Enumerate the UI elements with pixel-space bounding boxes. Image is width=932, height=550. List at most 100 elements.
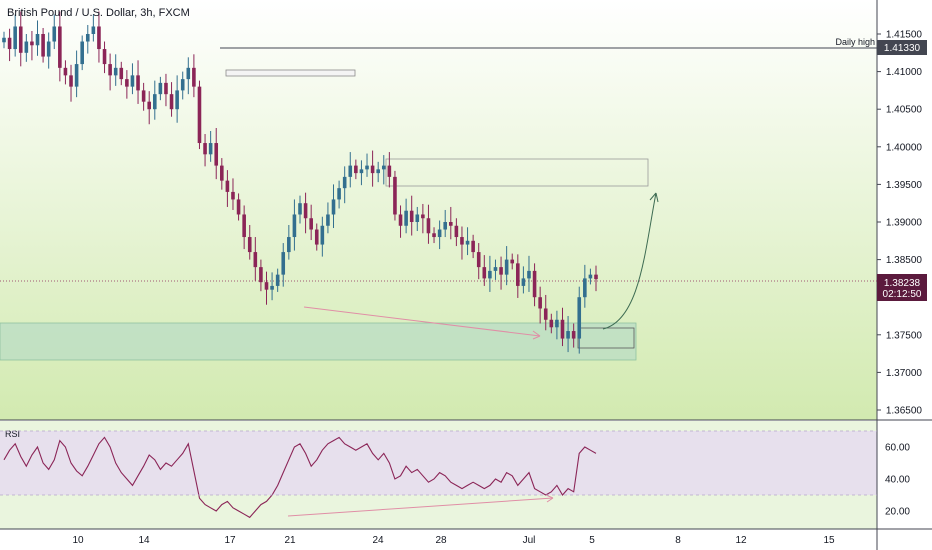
candle-body bbox=[281, 252, 286, 275]
candle-body bbox=[555, 319, 559, 328]
time-tick-label: 8 bbox=[675, 535, 681, 546]
rsi-label: RSI bbox=[5, 429, 20, 439]
candle-body bbox=[521, 278, 526, 286]
candle-body bbox=[342, 176, 347, 189]
candle-body bbox=[566, 331, 570, 339]
candle-body bbox=[387, 165, 392, 177]
resistance-box-upper[interactable] bbox=[225, 69, 356, 77]
candle-body bbox=[41, 34, 45, 57]
candle-body bbox=[287, 237, 291, 253]
time-tick-label: 15 bbox=[823, 535, 835, 546]
price-tick-label: 1.36500 bbox=[886, 406, 923, 417]
candle-body bbox=[432, 233, 436, 238]
candle-body bbox=[454, 225, 459, 238]
candle-body bbox=[7, 37, 12, 50]
candle-body bbox=[58, 26, 62, 68]
candle-body bbox=[460, 237, 464, 245]
daily-high-badge bbox=[877, 40, 927, 55]
candle-body bbox=[208, 143, 213, 155]
candle-body bbox=[404, 210, 408, 226]
candle-body bbox=[264, 282, 269, 290]
time-tick-label: 10 bbox=[72, 535, 84, 546]
candle-body bbox=[236, 199, 241, 215]
candle-body bbox=[152, 94, 157, 110]
candle-body bbox=[337, 188, 341, 200]
candle-body bbox=[594, 274, 598, 280]
candle-body bbox=[13, 26, 17, 50]
price-tick-label: 1.39000 bbox=[886, 218, 923, 229]
price-tick-label: 1.40000 bbox=[886, 142, 923, 153]
candle-body bbox=[354, 165, 358, 174]
candle-body bbox=[2, 37, 6, 43]
candle-body bbox=[393, 176, 397, 215]
candle-body bbox=[214, 143, 219, 166]
time-tick-label: 14 bbox=[138, 535, 150, 546]
candle-body bbox=[370, 165, 375, 174]
candle-body bbox=[560, 319, 565, 339]
time-tick-label: 21 bbox=[284, 535, 296, 546]
daily-high-label: Daily high bbox=[835, 37, 875, 47]
candle-body bbox=[192, 67, 196, 87]
time-tick-label: 5 bbox=[589, 535, 595, 546]
candle-body bbox=[532, 270, 537, 298]
candle-body bbox=[320, 225, 325, 245]
candle-body bbox=[510, 259, 515, 264]
price-tick-label: 1.41500 bbox=[886, 30, 923, 41]
candle-body bbox=[220, 165, 224, 181]
rsi-band bbox=[0, 431, 877, 495]
current-price-badge bbox=[877, 274, 927, 301]
candle-body bbox=[247, 237, 252, 253]
price-divergence-line[interactable] bbox=[303, 306, 541, 337]
candle-body bbox=[175, 90, 179, 110]
candle-body bbox=[186, 67, 191, 80]
candle-body bbox=[141, 90, 146, 102]
support-zone[interactable] bbox=[0, 322, 637, 361]
price-tick-label: 1.37500 bbox=[886, 330, 923, 341]
time-tick-label: 12 bbox=[735, 535, 747, 546]
candle-body bbox=[348, 165, 353, 177]
rsi-divergence-line[interactable] bbox=[287, 497, 554, 517]
candle-body bbox=[298, 203, 302, 215]
candle-body bbox=[543, 308, 548, 320]
time-axis[interactable]: 10 14 17 21 24 28 Jul 5 8 12 15 bbox=[72, 535, 835, 546]
candle-body bbox=[516, 263, 520, 286]
rsi-tick-label: 60.00 bbox=[885, 443, 910, 454]
candle-body bbox=[102, 49, 107, 65]
candle-body bbox=[30, 41, 34, 46]
candle-body bbox=[309, 218, 313, 230]
candle-body bbox=[113, 67, 118, 76]
time-tick-label: 24 bbox=[372, 535, 384, 546]
candle-body bbox=[292, 214, 297, 238]
projection-arrowhead bbox=[649, 192, 659, 203]
daily-high-value: 1.41330 bbox=[884, 43, 921, 54]
candle-body bbox=[164, 82, 168, 95]
candle-body bbox=[253, 252, 258, 268]
candle-body bbox=[169, 94, 174, 110]
resistance-box-middle[interactable] bbox=[385, 158, 649, 187]
rsi-tick-label: 40.00 bbox=[885, 475, 910, 486]
candle-body bbox=[119, 67, 124, 80]
rsi-line bbox=[3, 436, 597, 519]
rsi-axis[interactable]: 60.00 40.00 20.00 bbox=[0, 430, 910, 518]
rsi-divergence-arrowhead bbox=[545, 494, 554, 503]
candle-body bbox=[80, 41, 84, 65]
price-axis[interactable]: 1.41500 1.41000 1.40500 1.40000 1.39500 1.390… bbox=[877, 30, 922, 417]
candle-body bbox=[426, 218, 431, 234]
candle-body bbox=[448, 222, 453, 226]
projection-arrow[interactable] bbox=[602, 192, 657, 330]
candle-body bbox=[493, 267, 498, 271]
current-price-value: 1.38238 bbox=[884, 278, 921, 289]
price-tick-label: 1.40500 bbox=[886, 105, 923, 116]
candle-body bbox=[63, 67, 68, 76]
candle-body bbox=[85, 34, 90, 42]
candle-body bbox=[275, 274, 280, 286]
time-tick-label: 17 bbox=[224, 535, 236, 546]
candle-body bbox=[326, 214, 330, 226]
candle-countdown: 02:12:50 bbox=[883, 289, 922, 300]
rsi-series bbox=[3, 436, 597, 519]
candle-body bbox=[180, 79, 185, 91]
candle-body bbox=[242, 214, 246, 238]
price-divergence-arrowhead bbox=[532, 330, 541, 340]
candle-body bbox=[24, 41, 29, 53]
candle-body bbox=[259, 267, 263, 283]
